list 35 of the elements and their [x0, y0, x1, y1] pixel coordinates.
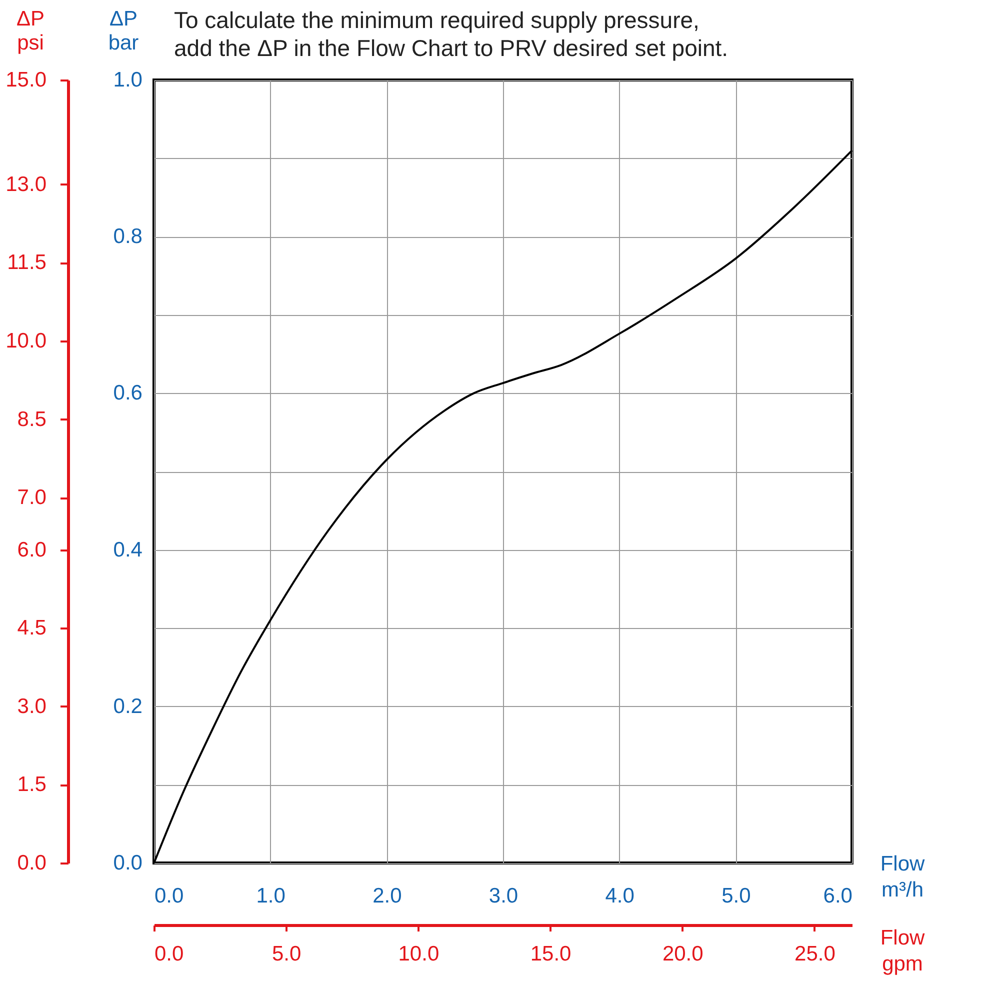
x-tick-label: 4.0 — [605, 884, 634, 908]
y2-tick-label: 13.0 — [6, 172, 46, 196]
y-tick-label: 0.2 — [113, 694, 142, 718]
y2-axis-title: ΔP psi — [16, 8, 45, 54]
y2-tick-label: 10.0 — [6, 330, 46, 352]
x2-axis-title: Flow gpm — [880, 926, 926, 976]
y2-tick-label: 6.0 — [17, 538, 46, 562]
x2-tick-label: 10.0 — [398, 942, 440, 966]
x-axis-title: Flow m³/h — [880, 852, 926, 902]
y2-tick-label: 15.0 — [6, 68, 46, 92]
y2-tick-label: 3.0 — [17, 694, 46, 718]
y-tick-label: 0.6 — [113, 382, 142, 405]
x2-tick-label: 25.0 — [794, 942, 836, 966]
x2-tick-label: 15.0 — [530, 942, 572, 966]
x2-tick-label: 5.0 — [272, 942, 302, 966]
y-tick-label: 0.8 — [113, 225, 142, 248]
y-tick-label: 0.4 — [113, 538, 143, 562]
y-axis-title: ΔP bar — [108, 8, 139, 54]
y-tick-label: 0.0 — [113, 852, 142, 874]
y2-tick-label: 7.0 — [17, 486, 46, 510]
y2-tick-label: 11.5 — [7, 251, 46, 274]
chart-title: To calculate the minimum required supply pressure, add the ΔP in the Flow Chart to PRV desired set point. — [174, 7, 728, 61]
y2-tick-label: 1.5 — [17, 773, 46, 796]
x-tick-label: 0.0 — [154, 884, 184, 908]
x-tick-label: 6.0 — [823, 884, 852, 908]
x-tick-label: 2.0 — [372, 884, 402, 908]
x-tick-label: 1.0 — [256, 884, 286, 908]
y2-tick-label: 4.5 — [17, 616, 46, 640]
x2-tick-label: 20.0 — [662, 942, 704, 966]
x2-tick-label: 0.0 — [154, 942, 184, 966]
y2-tick-label: 0.0 — [17, 852, 46, 874]
x-tick-label: 3.0 — [488, 884, 518, 908]
y2-tick-label: 8.5 — [17, 408, 46, 431]
y-tick-label: 1.0 — [113, 68, 142, 92]
x-tick-label: 5.0 — [722, 884, 751, 908]
